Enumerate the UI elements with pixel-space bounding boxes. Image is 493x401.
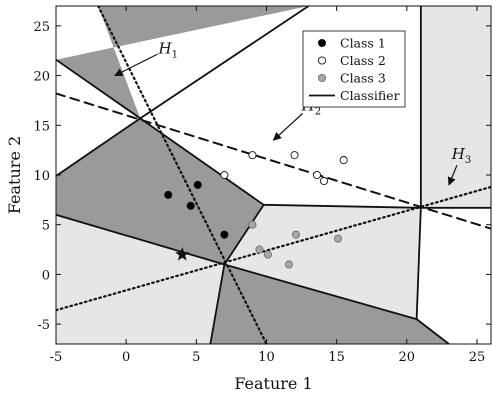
legend: Class 1 Class 2 Class 3 Classifier (302, 30, 406, 108)
classifier-edge (415, 318, 450, 344)
legend-marker-swatch (317, 73, 327, 83)
classifier-edge (415, 206, 422, 321)
dark-region (56, 6, 309, 119)
dark-region (210, 264, 449, 344)
class-3-point (248, 220, 257, 229)
y-tick-label: 0 (42, 268, 50, 283)
classifier-boundaries (56, 6, 491, 344)
dark-region (56, 118, 264, 265)
hyperplane-1-line (96, 6, 268, 344)
x-tick-label: 10 (258, 350, 275, 365)
legend-entry: Class 3 (317, 71, 386, 86)
y-tick-label: 5 (42, 219, 50, 234)
y-tick-label: 20 (33, 70, 50, 85)
hyperplane-1-arrow (114, 53, 158, 77)
class-3-point (291, 230, 301, 239)
legend-label: Class 2 (340, 53, 386, 68)
x-tick-label: 5 (192, 350, 200, 365)
class-1-point (220, 230, 229, 239)
light-region (56, 214, 225, 344)
class-2-point (290, 151, 299, 160)
legend-entry: Class 2 (317, 53, 386, 68)
class-1-point (186, 201, 195, 210)
x-tick-label: 20 (399, 350, 416, 365)
classifier-edge (262, 203, 422, 209)
classifier-edge (139, 6, 310, 120)
decision-regions (56, 6, 491, 344)
y-axis-label: Feature 2 (5, 136, 24, 214)
class-3-point (263, 250, 272, 259)
class-3-point (284, 260, 293, 269)
y-tick-label: 15 (33, 119, 50, 134)
legend-label: Class 1 (340, 36, 386, 51)
legend-label: Class 3 (340, 71, 386, 86)
legend-label: Classifier (340, 88, 400, 103)
x-tick-label: -5 (50, 350, 63, 365)
class-3-point (255, 245, 264, 254)
x-tick-label: 15 (328, 350, 345, 365)
legend-entry: Classifier (309, 88, 400, 103)
classifier-edge (223, 203, 265, 266)
class-1-point (164, 190, 173, 199)
classifier-edge (56, 58, 142, 120)
legend-marker-swatch (317, 38, 327, 48)
light-region (420, 6, 491, 208)
class-2-point (220, 170, 229, 180)
classifier-edge (56, 213, 226, 266)
hyperplane-1-label: H1 (158, 40, 178, 61)
y-tick-label: -5 (37, 318, 50, 333)
hyperplanes (56, 6, 491, 344)
class-2-point (312, 170, 322, 180)
light-region (224, 204, 421, 320)
legend-entry: Class 1 (317, 36, 386, 51)
star-point (175, 247, 190, 261)
hyperplane-2-line (56, 92, 491, 230)
classifier-edge (223, 263, 418, 321)
classifier-edge (209, 263, 226, 344)
class-2-point (319, 176, 329, 186)
class-2-point (248, 151, 257, 160)
class-1-point (193, 180, 202, 189)
class-2-point (339, 156, 348, 165)
x-axis-ticks: -5 0 5 10 15 20 25 (50, 6, 486, 365)
x-axis-label: Feature 1 (234, 374, 312, 393)
data-points (164, 151, 348, 269)
hyperplane-3-line (56, 185, 491, 312)
y-tick-label: 25 (33, 20, 50, 35)
y-tick-label: 10 (33, 169, 50, 184)
hyperplane-3-arrow (447, 164, 458, 186)
x-tick-label: 0 (122, 350, 130, 365)
class-3-point (333, 234, 343, 243)
y-axis-ticks: -5 0 5 10 15 20 25 (33, 20, 491, 333)
x-tick-label: 25 (469, 350, 486, 365)
classifier-edge (56, 117, 142, 177)
legend-marker-swatch (317, 56, 327, 65)
hyperplane-2-arrow (272, 113, 303, 141)
